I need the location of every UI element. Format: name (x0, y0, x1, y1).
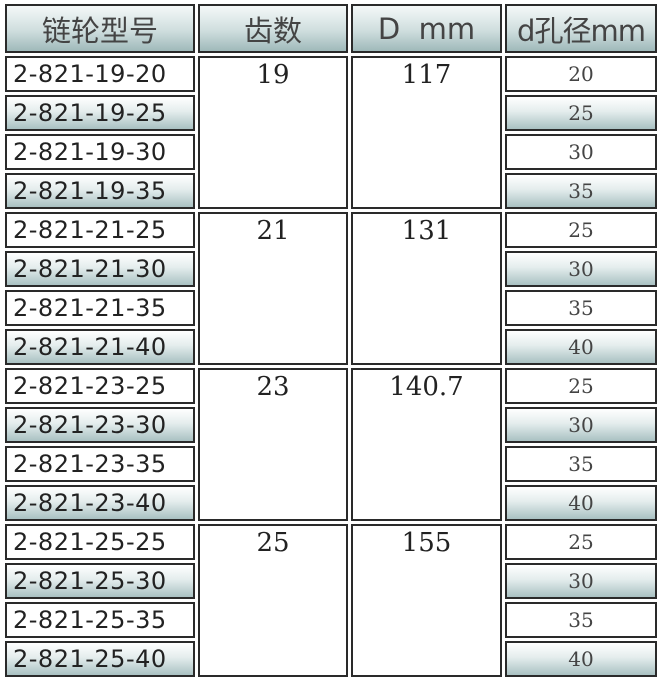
model-cell: 2-821-25-35 (5, 602, 195, 638)
model-cell: 2-821-21-35 (5, 290, 195, 326)
header-model: 链轮型号 (5, 4, 195, 53)
bore-cell: 40 (505, 641, 657, 677)
teeth-cell: 19 (198, 56, 348, 209)
teeth-cell: 21 (198, 212, 348, 365)
table-row: 2-821-19-20 19 117 20 (5, 56, 657, 209)
bore-cell: 20 (505, 56, 657, 92)
model-cell: 2-821-19-25 (5, 95, 195, 131)
table-row: 2-821-19-25 25 (5, 95, 657, 131)
bore-cell: 35 (505, 173, 657, 209)
bore-cell: 35 (505, 290, 657, 326)
table-row: 2-821-21-30 30 (5, 251, 657, 287)
table-row: 2-821-21-35 35 (5, 290, 657, 326)
model-cell: 2-821-25-30 (5, 563, 195, 599)
bore-cell: 25 (505, 212, 657, 248)
bore-cell: 40 (505, 485, 657, 521)
diameter-cell: 131 (351, 212, 502, 365)
model-cell: 2-821-21-25 (5, 212, 195, 248)
model-cell: 2-821-23-40 (5, 485, 195, 521)
table-row: 2-821-25-25 25 155 25 (5, 524, 657, 677)
bore-cell: 35 (505, 446, 657, 482)
model-cell: 2-821-19-35 (5, 173, 195, 209)
model-cell: 2-821-23-35 (5, 446, 195, 482)
header-bore: d孔径mm (505, 4, 657, 53)
model-cell: 2-821-19-20 (5, 56, 195, 92)
model-cell: 2-821-21-30 (5, 251, 195, 287)
table-row: 2-821-23-40 40 (5, 485, 657, 521)
model-cell: 2-821-25-25 (5, 524, 195, 560)
model-cell: 2-821-21-40 (5, 329, 195, 365)
model-cell: 2-821-23-25 (5, 368, 195, 404)
table-row: 2-821-21-25 21 131 25 (5, 212, 657, 365)
bore-cell: 30 (505, 134, 657, 170)
header-diameter: D mm (351, 4, 502, 53)
teeth-cell: 23 (198, 368, 348, 521)
table-row: 2-821-21-40 40 (5, 329, 657, 365)
header-row: 链轮型号 齿数 D mm d孔径mm (5, 4, 657, 53)
bore-cell: 30 (505, 251, 657, 287)
bore-cell: 25 (505, 524, 657, 560)
teeth-cell: 25 (198, 524, 348, 677)
model-cell: 2-821-23-30 (5, 407, 195, 443)
table-row: 2-821-23-30 30 (5, 407, 657, 443)
table-row: 2-821-25-30 30 (5, 563, 657, 599)
diameter-cell: 155 (351, 524, 502, 677)
header-teeth: 齿数 (198, 4, 348, 53)
bore-cell: 25 (505, 368, 657, 404)
table-row: 2-821-19-30 30 (5, 134, 657, 170)
table-row: 2-821-25-35 35 (5, 602, 657, 638)
diameter-cell: 117 (351, 56, 502, 209)
bore-cell: 35 (505, 602, 657, 638)
table-row: 2-821-23-35 35 (5, 446, 657, 482)
model-cell: 2-821-25-40 (5, 641, 195, 677)
bore-cell: 40 (505, 329, 657, 365)
model-cell: 2-821-19-30 (5, 134, 195, 170)
bore-cell: 30 (505, 563, 657, 599)
table-row: 2-821-23-25 23 140.7 25 (5, 368, 657, 521)
diameter-cell: 140.7 (351, 368, 502, 521)
table-row: 2-821-19-35 35 (5, 173, 657, 209)
bore-cell: 30 (505, 407, 657, 443)
bore-cell: 25 (505, 95, 657, 131)
